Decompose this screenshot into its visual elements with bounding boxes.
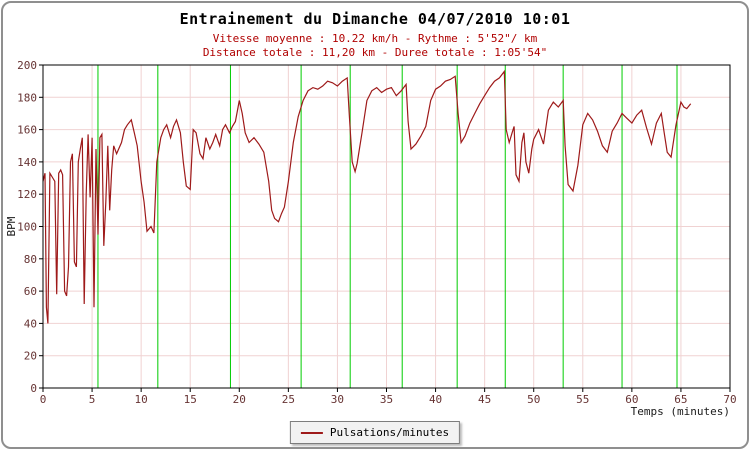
axis-ticks: 0 5 10 15 20 25 30 35 40 45 50 55 60 65 70 0 20 40 60 80 100… bbox=[17, 59, 737, 406]
y-tick-label: 160 bbox=[17, 124, 37, 137]
x-tick-label: 10 bbox=[135, 393, 148, 406]
x-tick-label: 0 bbox=[40, 393, 47, 406]
chart-subtitle-speed: Vitesse moyenne : 10.22 km/h - Rythme : … bbox=[212, 32, 538, 45]
x-tick-label: 15 bbox=[184, 393, 197, 406]
y-tick-label: 80 bbox=[24, 253, 37, 266]
chart-subtitle-distance: Distance totale : 11,20 km - Duree total… bbox=[202, 46, 548, 59]
x-tick-label: 65 bbox=[674, 393, 687, 406]
x-tick-label: 20 bbox=[233, 393, 246, 406]
x-tick-label: 5 bbox=[89, 393, 96, 406]
x-tick-label: 30 bbox=[331, 393, 344, 406]
legend-label: Pulsations/minutes bbox=[329, 426, 450, 439]
series-line-pulsations bbox=[42, 69, 692, 324]
y-tick-label: 0 bbox=[30, 382, 37, 395]
legend-line-sample bbox=[300, 431, 323, 434]
x-tick-label: 60 bbox=[625, 393, 638, 406]
x-tick-label: 50 bbox=[527, 393, 540, 406]
y-tick-label: 180 bbox=[17, 91, 37, 104]
legend-box: Pulsations/minutes bbox=[289, 421, 461, 444]
y-tick-label: 100 bbox=[17, 221, 37, 234]
y-tick-label: 200 bbox=[17, 59, 37, 72]
y-tick-label: 20 bbox=[24, 350, 37, 363]
y-tick-label: 140 bbox=[17, 156, 37, 169]
y-tick-label: 60 bbox=[24, 285, 37, 298]
x-tick-label: 45 bbox=[478, 393, 491, 406]
heart-rate-line-chart: 0 5 10 15 20 25 30 35 40 45 50 55 60 65 70 0 20 40 60 80 100… bbox=[5, 59, 737, 418]
y-tick-label: 40 bbox=[24, 317, 37, 330]
x-tick-label: 40 bbox=[429, 393, 442, 406]
y-tick-label: 120 bbox=[17, 188, 37, 201]
chart-title: Entrainement du Dimanche 04/07/2010 10:0… bbox=[179, 10, 571, 28]
x-tick-label: 25 bbox=[282, 393, 295, 406]
x-tick-label: 35 bbox=[380, 393, 393, 406]
y-axis-label: BPM bbox=[5, 216, 18, 236]
x-tick-label: 70 bbox=[723, 393, 736, 406]
x-tick-label: 55 bbox=[576, 393, 589, 406]
x-axis-label: Temps (minutes) bbox=[631, 405, 730, 418]
